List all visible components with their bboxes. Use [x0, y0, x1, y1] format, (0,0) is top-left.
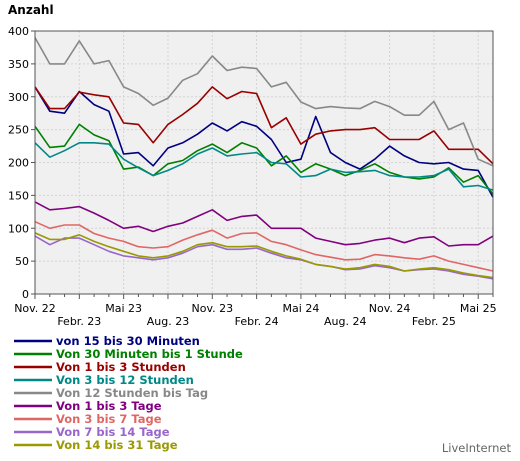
legend-label: Von 7 bis 14 Tage: [56, 425, 170, 439]
legend-label: Von 12 Stunden bis Tag: [56, 386, 208, 400]
credit: LiveInternet: [442, 441, 512, 455]
grid-layer: [34, 31, 493, 294]
series-line: [34, 142, 494, 191]
legend-label: Von 14 bis 31 Tage: [56, 438, 178, 452]
y-tick-label: 0: [22, 288, 29, 301]
legend-label: von 15 bis 30 Minuten: [56, 334, 200, 348]
y-tick-label: 200: [8, 157, 29, 170]
x-tick-label: Mai 24: [283, 302, 320, 315]
chart-title: Anzahl: [8, 3, 54, 17]
y-tick-label: 250: [8, 124, 29, 137]
y-tick-label: 350: [8, 58, 29, 71]
legend-label: Von 30 Minuten bis 1 Stunde: [56, 347, 243, 361]
y-tick-label: 300: [8, 91, 29, 104]
x-tick-label: Nov. 22: [14, 302, 56, 315]
series-line: [34, 86, 494, 165]
series-line: [34, 220, 494, 272]
y-tick-label: 150: [8, 189, 29, 202]
x-tick-label: Febr. 25: [412, 315, 456, 328]
y-tick-label: 400: [8, 25, 29, 38]
x-tick-label: Mai 25: [460, 302, 497, 315]
legend-label: Von 1 bis 3 Tage: [56, 399, 162, 413]
legend-label: Von 3 bis 12 Stunden: [56, 373, 194, 387]
series-line: [34, 37, 494, 167]
series-line: [34, 201, 494, 247]
legend-label: Von 3 bis 7 Tage: [56, 412, 162, 426]
y-tick-label: 100: [8, 222, 29, 235]
axis-layer: 0 50 100 150 200 250 300 350 400 Nov. 22 Mai 23 Nov…: [8, 25, 497, 328]
series-line: [34, 86, 494, 198]
x-tick-label: Nov. 23: [191, 302, 233, 315]
x-tick-label: Mai 23: [105, 302, 142, 315]
x-tick-label: Febr. 23: [57, 315, 101, 328]
series-line: [34, 232, 494, 279]
x-tick-label: Aug. 24: [324, 315, 366, 328]
x-tick-label: Aug. 23: [147, 315, 189, 328]
x-tick-label: Febr. 24: [235, 315, 279, 328]
y-tick-label: 50: [15, 255, 29, 268]
series-layer: [34, 37, 494, 280]
legend-label: Von 1 bis 3 Stunden: [56, 360, 186, 374]
x-tick-label: Nov. 24: [369, 302, 411, 315]
